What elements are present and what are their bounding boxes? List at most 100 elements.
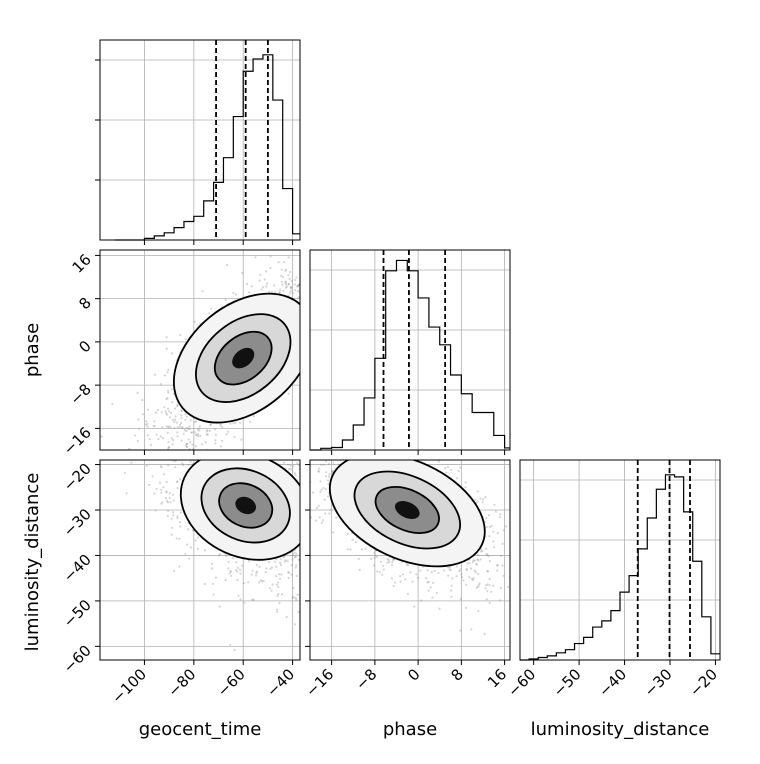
panel-geocent-time-vs-phase-sample bbox=[165, 413, 169, 416]
panel-geocent-time-vs-luminosity-distance-sample bbox=[267, 561, 270, 564]
hist-phase-bg bbox=[310, 250, 510, 450]
panel-geocent-time-vs-phase-sample bbox=[210, 307, 213, 310]
panel-geocent-time-vs-luminosity-distance-sample bbox=[255, 571, 258, 574]
panel-geocent-time-vs-luminosity-distance-sample bbox=[239, 568, 242, 572]
panel-phase-vs-luminosity-distance-contour-3 bbox=[394, 501, 420, 519]
panel-phase-vs-luminosity-distance-sample bbox=[484, 496, 487, 499]
panel-phase-vs-luminosity-distance-sample bbox=[427, 580, 430, 584]
panel-geocent-time-vs-phase-sample bbox=[254, 256, 257, 259]
panel-phase-vs-luminosity-distance-sample bbox=[315, 506, 318, 510]
panel-phase-vs-luminosity-distance-sample bbox=[499, 516, 502, 519]
panel-geocent-time-vs-phase-sample bbox=[294, 289, 297, 292]
panel-geocent-time-vs-phase-sample bbox=[283, 261, 286, 264]
panel-geocent-time-vs-luminosity-distance-sample bbox=[283, 555, 286, 558]
panel-phase-vs-luminosity-distance-sample bbox=[470, 567, 473, 570]
panel-geocent-time-vs-phase-sample bbox=[136, 391, 139, 394]
panel-geocent-time-vs-phase-sample bbox=[191, 443, 194, 446]
panel-phase-vs-luminosity-distance-sample bbox=[501, 564, 504, 567]
panel-geocent-time-vs-phase-sample bbox=[173, 407, 176, 410]
panel-phase-vs-luminosity-distance-sample bbox=[430, 571, 433, 574]
panel-phase-vs-luminosity-distance-sample bbox=[329, 508, 332, 511]
panel-geocent-time-vs-phase-sample bbox=[284, 280, 287, 283]
panel-geocent-time-vs-luminosity-distance-sample bbox=[252, 598, 255, 602]
panel-phase-vs-luminosity-distance-sample bbox=[372, 564, 376, 567]
panel-geocent-time-vs-luminosity-distance-sample bbox=[160, 488, 163, 491]
panel-geocent-time-vs-luminosity-distance-sample bbox=[293, 551, 296, 554]
panel-phase-vs-luminosity-distance-sample bbox=[450, 595, 453, 598]
panel-geocent-time-vs-luminosity-distance-sample bbox=[154, 509, 157, 512]
panel-geocent-time-vs-phase-sample bbox=[184, 418, 187, 421]
panel-geocent-time-vs-phase-sample bbox=[179, 334, 182, 337]
panel-geocent-time-vs-luminosity-distance-sample bbox=[236, 578, 239, 582]
panel-phase-vs-luminosity-distance-sample bbox=[486, 569, 489, 573]
panel-phase-vs-luminosity-distance-sample bbox=[406, 564, 410, 567]
panel-phase-vs-luminosity-distance-sample bbox=[391, 560, 394, 564]
panel-phase-vs-luminosity-distance-sample bbox=[486, 590, 489, 593]
panel-geocent-time-vs-luminosity-distance-sample bbox=[287, 576, 290, 580]
panel-geocent-time-vs-phase-sample bbox=[169, 416, 172, 419]
panel-geocent-time-vs-luminosity-distance-sample bbox=[257, 581, 261, 584]
panel-phase-vs-luminosity-distance-sample bbox=[471, 579, 475, 582]
panel-phase-vs-luminosity-distance-sample bbox=[475, 586, 478, 589]
panel-geocent-time-vs-luminosity-distance-sample bbox=[210, 562, 214, 566]
panel-geocent-time-vs-phase-sample bbox=[137, 418, 140, 421]
panel-geocent-time-vs-phase-sample bbox=[248, 291, 251, 294]
panel-geocent-time-vs-luminosity-distance-sample bbox=[160, 491, 163, 494]
panel-geocent-time-vs-phase-sample bbox=[204, 441, 207, 444]
panel-geocent-time-vs-luminosity-distance-sample bbox=[286, 560, 289, 563]
panel-geocent-time-vs-luminosity-distance-sample bbox=[168, 492, 171, 495]
panel-phase-vs-luminosity-distance-sample bbox=[322, 486, 325, 490]
panel-phase-vs-luminosity-distance-sample bbox=[486, 570, 489, 573]
panel-geocent-time-vs-phase-sample bbox=[175, 421, 179, 424]
panel-geocent-time-vs-phase-sample bbox=[182, 432, 185, 435]
panel-geocent-time-vs-phase-sample bbox=[167, 446, 170, 449]
panel-phase-vs-luminosity-distance-sample bbox=[477, 559, 480, 562]
panel-geocent-time-vs-luminosity-distance-sample bbox=[210, 567, 213, 570]
hist-phase-frame bbox=[309, 249, 511, 451]
panel-phase-vs-luminosity-distance-sample bbox=[486, 583, 489, 586]
panel-phase-vs-luminosity-distance-sample bbox=[473, 498, 477, 501]
panel-geocent-time-vs-luminosity-distance-sample bbox=[123, 471, 126, 474]
panel-phase-vs-luminosity-distance-sample bbox=[426, 569, 429, 572]
panel-geocent-time-vs-luminosity-distance-sample bbox=[165, 497, 168, 500]
panel-phase-vs-luminosity-distance-sample bbox=[462, 579, 465, 582]
panel-geocent-time-vs-phase-sample bbox=[269, 255, 272, 258]
panel-geocent-time-vs-phase-sample bbox=[209, 423, 212, 426]
panel-geocent-time-vs-phase-sample bbox=[229, 422, 232, 425]
panel-phase-vs-luminosity-distance-sample bbox=[429, 586, 432, 589]
panel-geocent-time-vs-phase-sample bbox=[146, 408, 150, 411]
panel-geocent-time-vs-phase-sample bbox=[180, 409, 183, 412]
panel-geocent-time-vs-phase-sample bbox=[214, 439, 217, 442]
hist-phase-steps bbox=[310, 259, 510, 451]
panel-geocent-time-vs-luminosity-distance-sample bbox=[280, 593, 284, 596]
panel-phase-vs-luminosity-distance-sample bbox=[444, 467, 447, 470]
panel-geocent-time-vs-phase-sample bbox=[180, 417, 183, 420]
panel-phase-vs-luminosity-distance-sample bbox=[431, 596, 434, 599]
panel-geocent-time-vs-luminosity-distance-sample bbox=[278, 573, 281, 576]
panel-geocent-time-vs-luminosity-distance-sample bbox=[237, 594, 240, 597]
panel-geocent-time-vs-phase-sample bbox=[161, 426, 164, 429]
panel-geocent-time-vs-luminosity-distance-sample bbox=[237, 566, 240, 570]
panel-phase-vs-luminosity-distance-sample bbox=[485, 525, 488, 529]
panel-geocent-time-vs-phase-sample bbox=[171, 443, 174, 446]
panel-geocent-time-vs-phase-sample bbox=[219, 424, 222, 427]
panel-phase-vs-luminosity-distance-sample bbox=[416, 576, 419, 580]
panel-phase-vs-luminosity-distance-sample bbox=[488, 525, 491, 529]
panel-geocent-time-vs-luminosity-distance-sample bbox=[162, 486, 165, 489]
panel-geocent-time-vs-phase-sample bbox=[164, 410, 168, 413]
hist-geocent-time-frame bbox=[99, 39, 301, 241]
panel-phase-vs-luminosity-distance bbox=[310, 460, 510, 660]
panel-phase-vs-luminosity-distance-sample bbox=[496, 532, 499, 535]
panel-phase-vs-luminosity-distance-sample bbox=[485, 584, 488, 587]
panel-geocent-time-vs-phase-sample bbox=[226, 263, 229, 267]
panel-phase-vs-luminosity-distance-sample bbox=[455, 575, 458, 578]
panel-geocent-time-vs-luminosity-distance-sample bbox=[291, 469, 294, 472]
panel-phase-vs-luminosity-distance-sample bbox=[317, 504, 320, 507]
panel-phase-vs-luminosity-distance-sample bbox=[432, 581, 435, 585]
panel-geocent-time-vs-luminosity-distance-sample bbox=[175, 537, 178, 540]
panel-phase-vs-luminosity-distance-sample bbox=[485, 516, 488, 519]
panel-geocent-time-vs-phase-sample bbox=[159, 383, 162, 386]
panel-phase-vs-luminosity-distance-sample bbox=[487, 514, 490, 517]
panel-geocent-time-vs-phase-sample bbox=[128, 447, 131, 450]
panel-geocent-time-vs-phase-sample bbox=[253, 415, 256, 418]
